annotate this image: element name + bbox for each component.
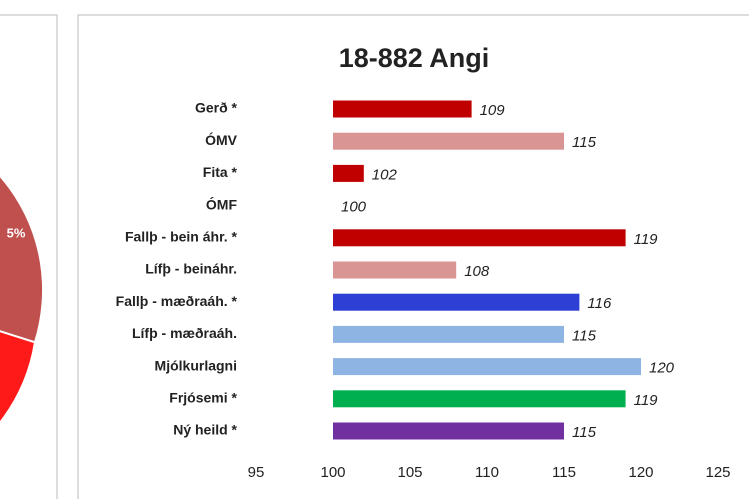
bar <box>333 164 364 182</box>
value-label: 115 <box>572 424 597 441</box>
pie-slice <box>0 331 34 421</box>
category-label: Lífþ - mæðraáh. <box>132 325 237 341</box>
bar <box>333 293 580 311</box>
category-label: Frjósemi * <box>169 390 237 406</box>
category-label: Fallþ - mæðraáh. * <box>116 293 238 309</box>
bar <box>333 390 626 408</box>
x-tick-label: 125 <box>705 464 730 481</box>
bar <box>333 261 457 279</box>
bar <box>333 422 564 440</box>
bar <box>333 229 626 247</box>
bar <box>333 132 564 150</box>
value-label: 116 <box>587 295 612 312</box>
value-label: 109 <box>480 102 506 119</box>
bar <box>333 100 472 118</box>
bar <box>333 358 641 376</box>
category-label: Fita * <box>203 164 238 180</box>
value-label: 115 <box>572 134 597 151</box>
value-label: 119 <box>634 231 659 248</box>
x-tick-label: 100 <box>320 464 345 481</box>
bar <box>333 325 564 343</box>
category-label: ÓMF <box>206 195 238 212</box>
value-label: 119 <box>634 392 659 409</box>
pie-divider <box>0 330 35 343</box>
pie-slice <box>0 177 43 342</box>
chart-title: 18-882 Angi <box>339 43 490 73</box>
chart-panel <box>77 14 749 499</box>
pie-fragment: 5% <box>0 177 43 421</box>
category-label: Mjólkurlagni <box>155 357 237 373</box>
x-tick-label: 105 <box>397 464 422 481</box>
category-label: Lífþ - beináhr. <box>145 261 237 277</box>
value-label: 108 <box>464 263 490 280</box>
value-label: 102 <box>372 166 398 183</box>
value-label: 100 <box>341 199 367 216</box>
x-tick-label: 115 <box>552 464 576 481</box>
left-panel <box>0 14 58 499</box>
category-label: Ný heild * <box>173 422 237 438</box>
x-tick-label: 95 <box>248 464 265 481</box>
x-tick-label: 120 <box>628 464 653 481</box>
category-label: Fallþ - bein áhr. * <box>125 229 238 245</box>
category-label: ÓMV <box>205 131 238 148</box>
category-label: Gerð * <box>195 100 238 116</box>
value-label: 120 <box>649 360 675 377</box>
value-label: 115 <box>572 327 597 344</box>
pie-label: 5% <box>7 225 26 240</box>
x-tick-label: 110 <box>475 464 499 481</box>
